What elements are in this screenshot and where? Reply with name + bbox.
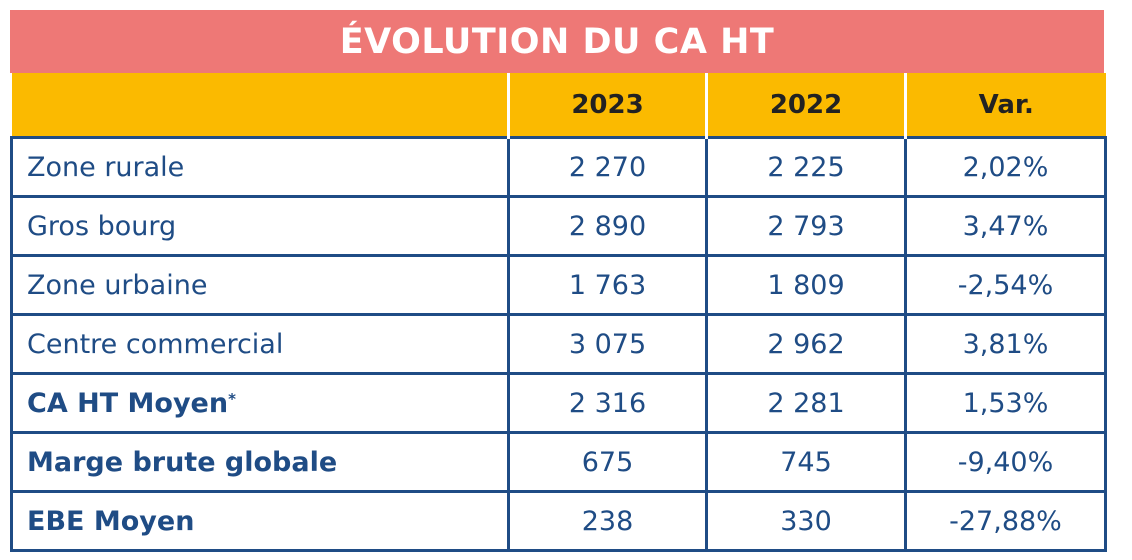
cell-2022: 745 xyxy=(705,431,907,493)
cell-2022: 2 962 xyxy=(705,313,907,375)
row-label: CA HT Moyen* xyxy=(10,372,510,434)
header-var: Var. xyxy=(904,73,1106,138)
row-label: Zone urbaine xyxy=(10,254,510,316)
cell-var: 3,47% xyxy=(904,195,1107,257)
table-row: Centre commercial 3 075 2 962 3,81% xyxy=(10,313,1107,375)
cell-2022: 2 793 xyxy=(705,195,907,257)
cell-2022: 1 809 xyxy=(705,254,907,316)
row-label: Centre commercial xyxy=(10,313,510,375)
row-label-text: CA HT Moyen xyxy=(27,387,229,419)
cell-2023: 2 270 xyxy=(507,136,708,198)
cell-var: 2,02% xyxy=(904,136,1107,198)
cell-2023: 238 xyxy=(507,490,708,552)
table-row: CA HT Moyen* 2 316 2 281 1,53% xyxy=(10,372,1107,434)
revenue-table-card: ÉVOLUTION DU CA HT 2023 2022 Var. Zone r… xyxy=(10,10,1107,552)
table-title: ÉVOLUTION DU CA HT xyxy=(10,10,1104,73)
cell-2023: 3 075 xyxy=(507,313,708,375)
table-row: Gros bourg 2 890 2 793 3,47% xyxy=(10,195,1107,257)
cell-var: 3,81% xyxy=(904,313,1107,375)
cell-var: -27,88% xyxy=(904,490,1107,552)
footnote-marker: * xyxy=(228,389,236,408)
cell-2022: 2 281 xyxy=(705,372,907,434)
row-label: Gros bourg xyxy=(10,195,510,257)
cell-2023: 1 763 xyxy=(507,254,708,316)
revenue-table: 2023 2022 Var. Zone rurale 2 270 2 225 2… xyxy=(10,73,1107,552)
header-2023: 2023 xyxy=(507,73,707,138)
cell-2022: 330 xyxy=(705,490,907,552)
header-row: 2023 2022 Var. xyxy=(11,73,1106,138)
cell-2023: 2 890 xyxy=(507,195,708,257)
row-label: Marge brute globale xyxy=(10,431,510,493)
table-row: Marge brute globale 675 745 -9,40% xyxy=(10,431,1107,493)
cell-var: -9,40% xyxy=(904,431,1107,493)
cell-2022: 2 225 xyxy=(705,136,907,198)
header-2022: 2022 xyxy=(705,73,906,138)
table-row: Zone rurale 2 270 2 225 2,02% xyxy=(10,136,1107,198)
header-label xyxy=(11,73,509,138)
cell-2023: 675 xyxy=(507,431,708,493)
cell-var: 1,53% xyxy=(904,372,1107,434)
table-row: EBE Moyen 238 330 -27,88% xyxy=(10,490,1107,552)
row-label: EBE Moyen xyxy=(10,490,510,552)
row-label: Zone rurale xyxy=(10,136,510,198)
cell-var: -2,54% xyxy=(904,254,1107,316)
cell-2023: 2 316 xyxy=(507,372,708,434)
table-row: Zone urbaine 1 763 1 809 -2,54% xyxy=(10,254,1107,316)
